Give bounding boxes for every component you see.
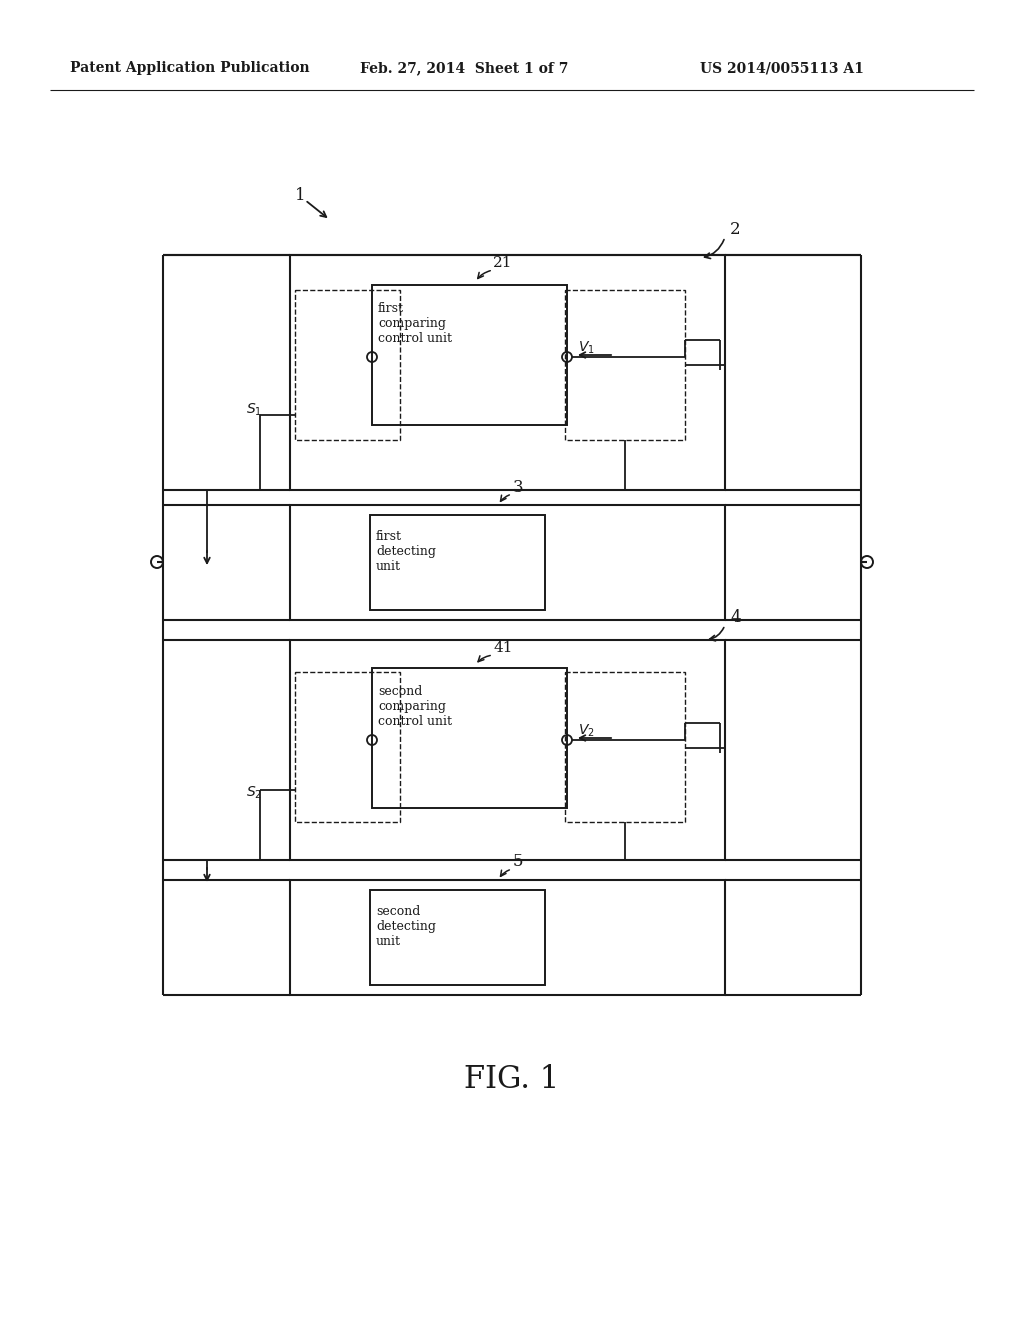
- Text: 4: 4: [730, 610, 740, 627]
- Bar: [290, 255, 725, 490]
- Text: $S_1$: $S_1$: [246, 401, 262, 418]
- Bar: [295, 290, 400, 440]
- Text: Patent Application Publication: Patent Application Publication: [70, 61, 309, 75]
- Text: FIG. 1: FIG. 1: [464, 1064, 560, 1096]
- Text: US 2014/0055113 A1: US 2014/0055113 A1: [700, 61, 864, 75]
- Bar: [372, 668, 567, 808]
- Bar: [370, 890, 545, 985]
- Text: second
comparing
control unit: second comparing control unit: [378, 685, 452, 729]
- Text: second
detecting
unit: second detecting unit: [376, 906, 436, 948]
- Text: 1: 1: [295, 186, 305, 203]
- Bar: [565, 672, 685, 822]
- Bar: [290, 880, 725, 995]
- Text: first
comparing
control unit: first comparing control unit: [378, 302, 452, 345]
- Bar: [372, 285, 567, 425]
- Bar: [565, 290, 685, 440]
- Text: $V_1$: $V_1$: [578, 339, 595, 356]
- Bar: [290, 506, 725, 620]
- Text: Feb. 27, 2014  Sheet 1 of 7: Feb. 27, 2014 Sheet 1 of 7: [360, 61, 568, 75]
- Text: 21: 21: [493, 256, 512, 271]
- Text: 5: 5: [513, 854, 523, 870]
- Bar: [295, 672, 400, 822]
- Bar: [290, 640, 725, 861]
- Text: 2: 2: [730, 222, 740, 239]
- Text: 3: 3: [513, 479, 523, 496]
- Bar: [370, 515, 545, 610]
- Text: $S_2$: $S_2$: [246, 785, 262, 801]
- Text: first
detecting
unit: first detecting unit: [376, 531, 436, 573]
- Text: $V_2$: $V_2$: [578, 723, 595, 739]
- Text: 41: 41: [493, 642, 512, 655]
